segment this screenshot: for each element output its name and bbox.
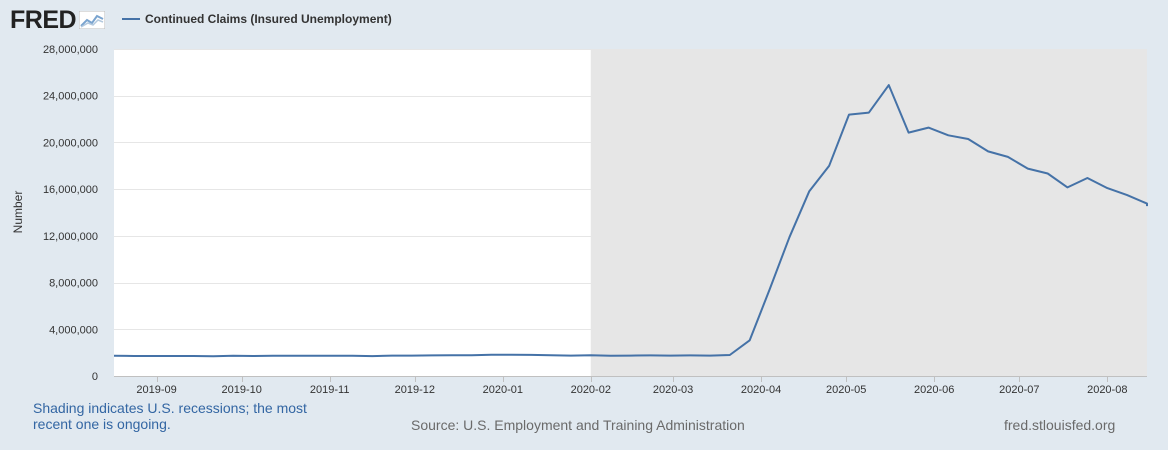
y-tick-label: 24,000,000 — [43, 91, 98, 103]
x-tick-label: 2019-10 — [222, 384, 262, 396]
recession-shading — [590, 49, 1147, 376]
x-axis-ticks: 2019-09 2019-10 2019-11 2019-12 2020-01 2020-… — [136, 376, 1127, 396]
x-tick-label: 2020-08 — [1087, 384, 1127, 396]
x-tick-label: 2020-05 — [826, 384, 866, 396]
series-line — [113, 84, 1148, 358]
site-link[interactable]: fred.stlouisfed.org — [1004, 417, 1116, 433]
y-tick-label: 0 — [92, 371, 98, 383]
chart-header: FRED Continued Claims (Insured Unemploym… — [0, 0, 1168, 40]
fred-logo[interactable]: FRED — [10, 6, 106, 34]
x-tick-label: 2019-09 — [136, 384, 176, 396]
line-graph-icon — [79, 11, 106, 29]
x-tick-label: 2020-04 — [741, 384, 781, 396]
x-tick-label: 2020-07 — [999, 384, 1039, 396]
y-tick-label: 8,000,000 — [49, 278, 98, 290]
x-tick-label: 2019-12 — [395, 384, 435, 396]
legend-label: Continued Claims (Insured Unemployment) — [145, 12, 392, 26]
y-axis-ticks: 0 4,000,000 8,000,000 12,000,000 16,000,000 2… — [43, 44, 98, 383]
x-tick-label: 2020-01 — [483, 384, 523, 396]
source-text: Source: U.S. Employment and Training Adm… — [411, 417, 745, 433]
y-tick-label: 16,000,000 — [43, 184, 98, 196]
chart-legend[interactable]: Continued Claims (Insured Unemployment) — [122, 11, 392, 27]
x-tick-label: 2020-06 — [914, 384, 954, 396]
fred-logo-text: FRED — [10, 6, 77, 34]
x-tick-label: 2020-03 — [653, 384, 693, 396]
y-tick-label: 28,000,000 — [43, 44, 98, 56]
x-tick-label: 2019-11 — [310, 384, 350, 396]
y-tick-label: 20,000,000 — [43, 137, 98, 149]
recession-note: Shading indicates U.S. recessions; the m… — [33, 400, 307, 432]
y-tick-label: 12,000,000 — [43, 231, 98, 243]
legend-swatch — [122, 18, 140, 20]
x-tick-label: 2020-02 — [571, 384, 611, 396]
y-tick-label: 4,000,000 — [49, 324, 98, 336]
y-axis-title: Number — [11, 191, 25, 234]
